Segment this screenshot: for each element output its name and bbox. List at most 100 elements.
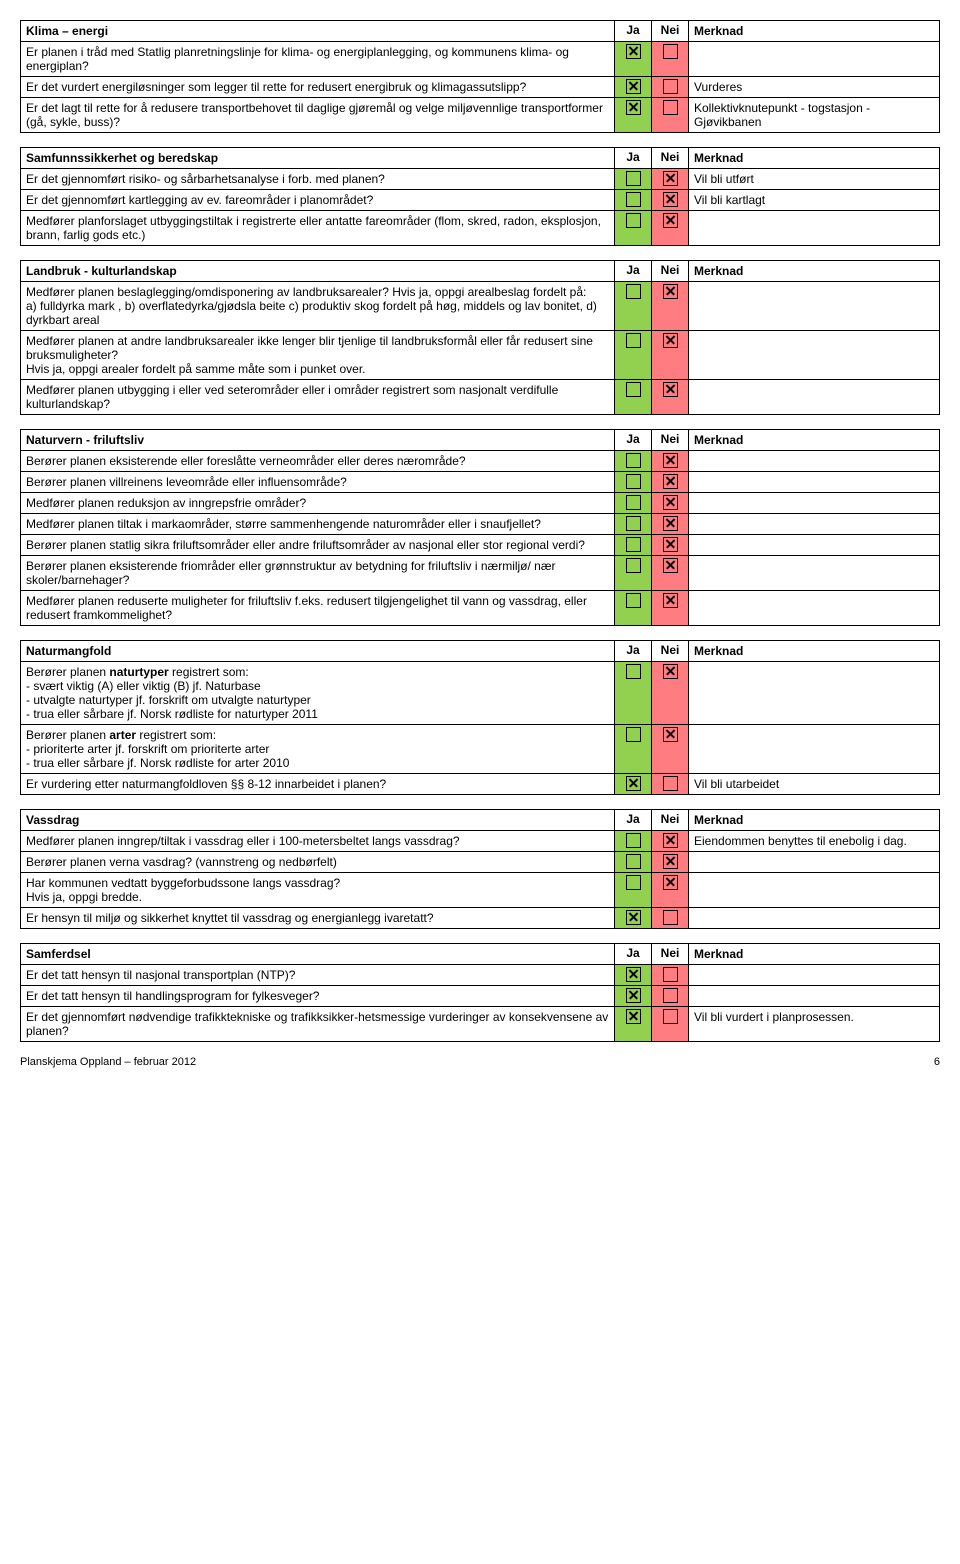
checkbox-ja[interactable] (626, 284, 641, 299)
checkbox-ja[interactable] (626, 910, 641, 925)
checkbox-nei[interactable] (663, 192, 678, 207)
checkbox-ja[interactable] (626, 516, 641, 531)
merknad-cell (689, 965, 940, 986)
checkbox-ja[interactable] (626, 44, 641, 59)
merknad-cell (689, 662, 940, 725)
merknad-cell (689, 852, 940, 873)
table-row: Er vurdering etter naturmangfoldloven §§… (21, 774, 940, 795)
ja-cell (615, 831, 652, 852)
checkbox-ja[interactable] (626, 192, 641, 207)
merknad-cell (689, 472, 940, 493)
checkbox-nei[interactable] (663, 1009, 678, 1024)
nei-cell (652, 986, 689, 1007)
nei-cell (652, 514, 689, 535)
checkbox-ja[interactable] (626, 333, 641, 348)
checkbox-nei[interactable] (663, 171, 678, 186)
section-table: NaturmangfoldJaNeiMerknadBerører planen … (20, 640, 940, 795)
table-row: Medfører planen inngrep/tiltak i vassdra… (21, 831, 940, 852)
checkbox-nei[interactable] (663, 910, 678, 925)
checkbox-nei[interactable] (663, 213, 678, 228)
checkbox-nei[interactable] (663, 453, 678, 468)
checkbox-nei[interactable] (663, 100, 678, 115)
checkbox-ja[interactable] (626, 593, 641, 608)
merknad-cell: Vil bli utført (689, 169, 940, 190)
question-cell: Berører planen villreinens leveområde el… (21, 472, 615, 493)
checkbox-nei[interactable] (663, 79, 678, 94)
checkbox-nei[interactable] (663, 284, 678, 299)
merknad-cell (689, 986, 940, 1007)
question-cell: Berører planen eksisterende friområder e… (21, 556, 615, 591)
nei-cell (652, 725, 689, 774)
checkbox-nei[interactable] (663, 988, 678, 1003)
question-cell: Er det tatt hensyn til handlingsprogram … (21, 986, 615, 1007)
checkbox-ja[interactable] (626, 382, 641, 397)
question-cell: Er planen i tråd med Statlig planretning… (21, 42, 615, 77)
table-row: Er det gjennomført kartlegging av ev. fa… (21, 190, 940, 211)
table-row: Er det gjennomført risiko- og sårbarhets… (21, 169, 940, 190)
ja-cell (615, 725, 652, 774)
checkbox-ja[interactable] (626, 1009, 641, 1024)
checkbox-nei[interactable] (663, 537, 678, 552)
checkbox-nei[interactable] (663, 382, 678, 397)
section-table: Samfunnssikkerhet og beredskapJaNeiMerkn… (20, 147, 940, 246)
checkbox-ja[interactable] (626, 664, 641, 679)
checkbox-nei[interactable] (663, 967, 678, 982)
ja-cell (615, 965, 652, 986)
checkbox-nei[interactable] (663, 333, 678, 348)
checkbox-nei[interactable] (663, 44, 678, 59)
checkbox-ja[interactable] (626, 495, 641, 510)
ja-cell (615, 873, 652, 908)
checkbox-nei[interactable] (663, 558, 678, 573)
checkbox-ja[interactable] (626, 79, 641, 94)
checkbox-ja[interactable] (626, 474, 641, 489)
question-cell: Er det tatt hensyn til nasjonal transpor… (21, 965, 615, 986)
footer-text: Planskjema Oppland – februar 2012 (20, 1056, 196, 1068)
checkbox-ja[interactable] (626, 171, 641, 186)
table-row: Er det vurdert energiløsninger som legge… (21, 77, 940, 98)
nei-cell (652, 535, 689, 556)
checkbox-nei[interactable] (663, 516, 678, 531)
checkbox-ja[interactable] (626, 875, 641, 890)
checkbox-nei[interactable] (663, 875, 678, 890)
checkbox-ja[interactable] (626, 988, 641, 1003)
section-table: Naturvern - friluftslivJaNeiMerknadBerør… (20, 429, 940, 626)
checkbox-ja[interactable] (626, 776, 641, 791)
checkbox-ja[interactable] (626, 833, 641, 848)
col-nei: Nei (652, 430, 689, 451)
merknad-cell (689, 380, 940, 415)
merknad-cell (689, 556, 940, 591)
question-cell: Medfører planen reduksjon av inngrepsfri… (21, 493, 615, 514)
checkbox-nei[interactable] (663, 776, 678, 791)
checkbox-nei[interactable] (663, 495, 678, 510)
nei-cell (652, 98, 689, 133)
section-title: Naturmangfold (21, 641, 615, 662)
question-cell: Medfører planen utbygging i eller ved se… (21, 380, 615, 415)
checkbox-ja[interactable] (626, 727, 641, 742)
checkbox-nei[interactable] (663, 593, 678, 608)
nei-cell (652, 591, 689, 626)
merknad-cell (689, 725, 940, 774)
col-ja: Ja (615, 261, 652, 282)
ja-cell (615, 42, 652, 77)
ja-cell (615, 451, 652, 472)
checkbox-ja[interactable] (626, 100, 641, 115)
checkbox-nei[interactable] (663, 833, 678, 848)
checkbox-ja[interactable] (626, 854, 641, 869)
ja-cell (615, 211, 652, 246)
checkbox-ja[interactable] (626, 537, 641, 552)
merknad-cell (689, 873, 940, 908)
checkbox-ja[interactable] (626, 558, 641, 573)
checkbox-nei[interactable] (663, 664, 678, 679)
checkbox-nei[interactable] (663, 727, 678, 742)
col-ja: Ja (615, 148, 652, 169)
checkbox-nei[interactable] (663, 474, 678, 489)
checkbox-ja[interactable] (626, 453, 641, 468)
checkbox-ja[interactable] (626, 967, 641, 982)
checkbox-ja[interactable] (626, 213, 641, 228)
question-cell: Er det gjennomført risiko- og sårbarhets… (21, 169, 615, 190)
question-cell: Medfører planen at andre landbruksareale… (21, 331, 615, 380)
nei-cell (652, 908, 689, 929)
checkbox-nei[interactable] (663, 854, 678, 869)
table-row: Medfører planen utbygging i eller ved se… (21, 380, 940, 415)
ja-cell (615, 556, 652, 591)
